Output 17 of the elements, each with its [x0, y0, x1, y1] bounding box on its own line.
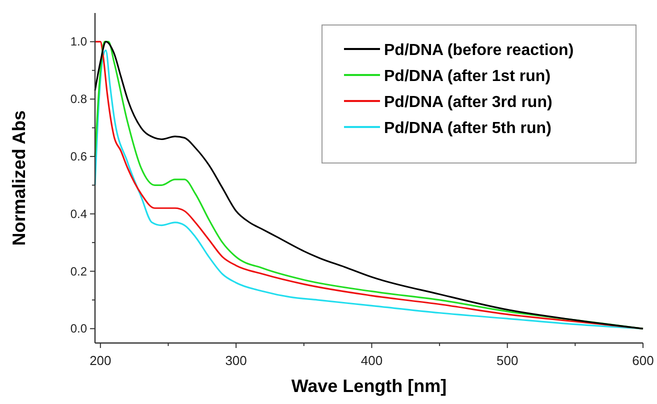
- x-tick-label: 200: [90, 353, 112, 368]
- x-tick-label: 400: [360, 353, 383, 368]
- y-tick-label: 0.0: [70, 322, 88, 336]
- legend-label: Pd/DNA (after 3rd run): [384, 94, 552, 111]
- y-axis-title: Normalized Abs: [9, 110, 29, 246]
- x-axis-title: Wave Length [nm]: [291, 376, 447, 396]
- y-tick-label: 0.2: [70, 264, 88, 278]
- y-tick-label: 0.8: [70, 92, 88, 106]
- y-tick-label: 1.0: [70, 34, 88, 49]
- legend-label: Pd/DNA (after 1st run): [384, 68, 551, 85]
- x-tick-label: 600: [632, 353, 654, 368]
- y-tick-label: 0.4: [70, 206, 88, 221]
- legend-label: Pd/DNA (after 5th run): [384, 120, 552, 137]
- x-tick-label: 300: [225, 353, 247, 368]
- legend-label: Pd/DNA (before reaction): [384, 42, 574, 59]
- x-tick-label: 500: [496, 353, 518, 368]
- y-tick-label: 0.6: [70, 149, 88, 164]
